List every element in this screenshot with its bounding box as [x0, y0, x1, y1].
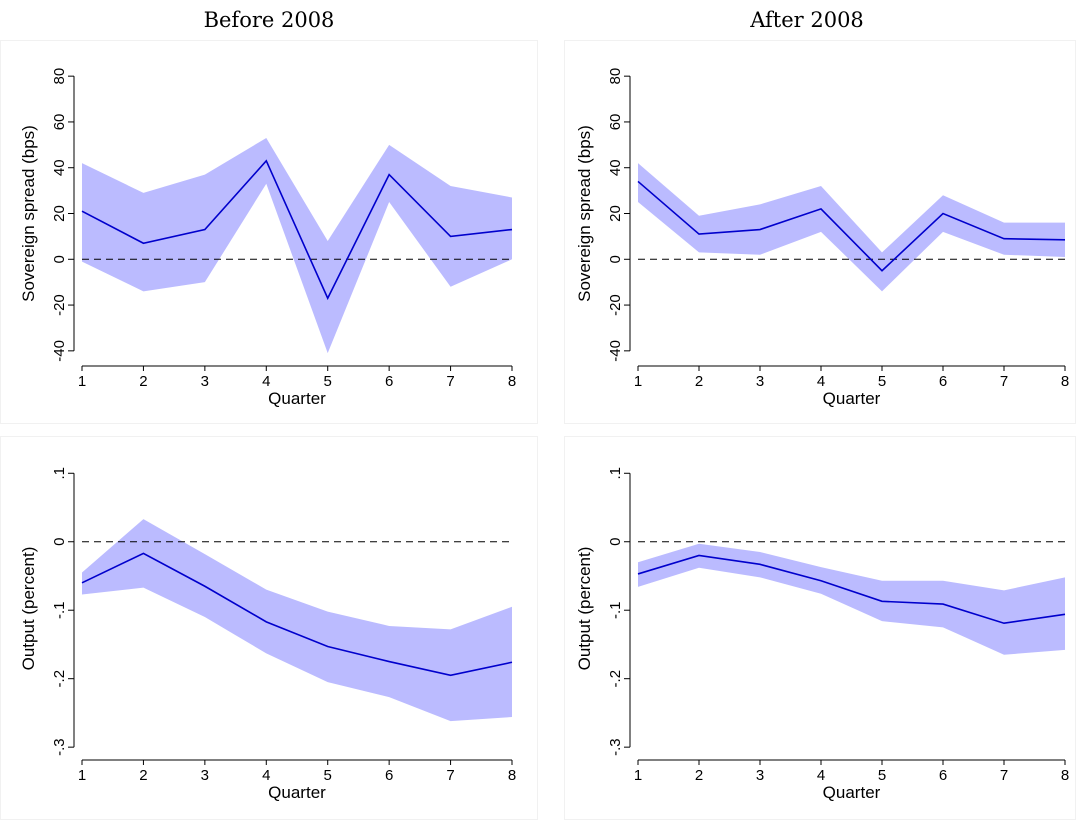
y-tick-label: -.3	[607, 738, 624, 756]
confidence-band	[638, 163, 1065, 292]
x-tick-label: 7	[1000, 767, 1008, 784]
impulse-response-line	[81, 159, 513, 301]
x-tick-label: 8	[1061, 373, 1069, 390]
y-tick-label: -.1	[51, 601, 68, 619]
column-title-after-2008: After 2008	[750, 8, 864, 32]
x-axis-label: Quarter	[268, 783, 326, 802]
chart-panel-output-before-2008: -.3 -.2 -.1 0 .1 1 2 3 4 5 6 7 8 Quarter Output (perce…	[0, 436, 538, 820]
chart-panel-spread-after-2008: -40 -20 0 20 40 60 80 1 2 3 4 5 6 7 8 Quarter Sovereign …	[564, 40, 1076, 424]
x-tick-label: 7	[1000, 373, 1008, 390]
x-tick-label: 7	[446, 767, 454, 784]
chart-panel-spread-before-2008: -40 -20 0 20 40 60 80 1 2 3 4 5 6 7 8 Quarter Sovereign …	[0, 40, 538, 424]
y-tick-label: -20	[607, 294, 624, 316]
y-tick-label: 0	[51, 255, 68, 263]
x-tick-label: 5	[878, 373, 886, 390]
x-tick-label: 1	[634, 373, 642, 390]
y-tick-label: 60	[51, 114, 68, 131]
x-tick-label: 3	[201, 767, 209, 784]
impulse-response-line	[637, 180, 1066, 272]
confidence-band	[638, 543, 1065, 655]
y-tick-label: -.2	[51, 670, 68, 688]
x-tick-label: 6	[939, 373, 947, 390]
impulse-response-line	[81, 552, 513, 677]
x-tick-label: 3	[756, 767, 764, 784]
x-tick-label: 5	[324, 373, 332, 390]
impulse-response-line	[637, 554, 1066, 625]
x-tick-label: 8	[508, 373, 516, 390]
x-tick-label: 1	[634, 767, 642, 784]
x-tick-label: 3	[201, 373, 209, 390]
y-axis-label: Sovereign spread (bps)	[575, 125, 594, 302]
y-tick-label: -40	[607, 340, 624, 362]
x-tick-label: 5	[878, 767, 886, 784]
y-tick-label: 40	[51, 159, 68, 176]
y-axis-label: Output (percent)	[575, 547, 594, 671]
x-tick-label: 8	[1061, 767, 1069, 784]
y-tick-label: 40	[607, 159, 624, 176]
y-tick-label: -.3	[51, 738, 68, 756]
y-tick-label: 20	[51, 205, 68, 222]
chart-panel-output-after-2008: -.3 -.2 -.1 0 .1 1 2 3 4 5 6 7 8 Quarter Output (perce…	[564, 436, 1076, 820]
y-tick-label: 0	[607, 538, 624, 546]
x-tick-label: 6	[385, 373, 393, 390]
y-tick-label: 0	[607, 255, 624, 263]
column-title-before-2008: Before 2008	[203, 8, 335, 32]
x-tick-label: 1	[78, 767, 86, 784]
x-tick-label: 8	[508, 767, 516, 784]
y-tick-label: -.2	[607, 670, 624, 688]
y-axis-label: Sovereign spread (bps)	[19, 125, 38, 302]
y-tick-label: 20	[607, 205, 624, 222]
x-tick-label: 2	[695, 767, 703, 784]
y-tick-label: 80	[51, 68, 68, 85]
x-tick-label: 4	[262, 767, 270, 784]
confidence-band	[82, 519, 512, 722]
x-tick-label: 2	[139, 767, 147, 784]
x-tick-label: 6	[385, 767, 393, 784]
x-tick-label: 1	[78, 373, 86, 390]
x-tick-label: 2	[695, 373, 703, 390]
y-tick-label: .1	[607, 467, 624, 480]
confidence-band	[82, 137, 512, 354]
y-tick-label: 0	[51, 538, 68, 546]
x-tick-label: 5	[324, 767, 332, 784]
x-tick-label: 4	[817, 373, 825, 390]
x-tick-label: 3	[756, 373, 764, 390]
x-axis-label: Quarter	[823, 783, 881, 802]
x-tick-label: 2	[139, 373, 147, 390]
y-tick-label: .1	[51, 467, 68, 480]
y-tick-label: 60	[607, 114, 624, 131]
y-tick-label: -40	[51, 340, 68, 362]
y-tick-label: -20	[51, 294, 68, 316]
x-tick-label: 7	[446, 373, 454, 390]
x-tick-label: 4	[817, 767, 825, 784]
y-tick-label: -.1	[607, 601, 624, 619]
x-axis-label: Quarter	[823, 389, 881, 408]
x-axis-label: Quarter	[268, 389, 326, 408]
y-tick-label: 80	[607, 68, 624, 85]
x-tick-label: 6	[939, 767, 947, 784]
x-tick-label: 4	[262, 373, 270, 390]
y-axis-label: Output (percent)	[19, 547, 38, 671]
